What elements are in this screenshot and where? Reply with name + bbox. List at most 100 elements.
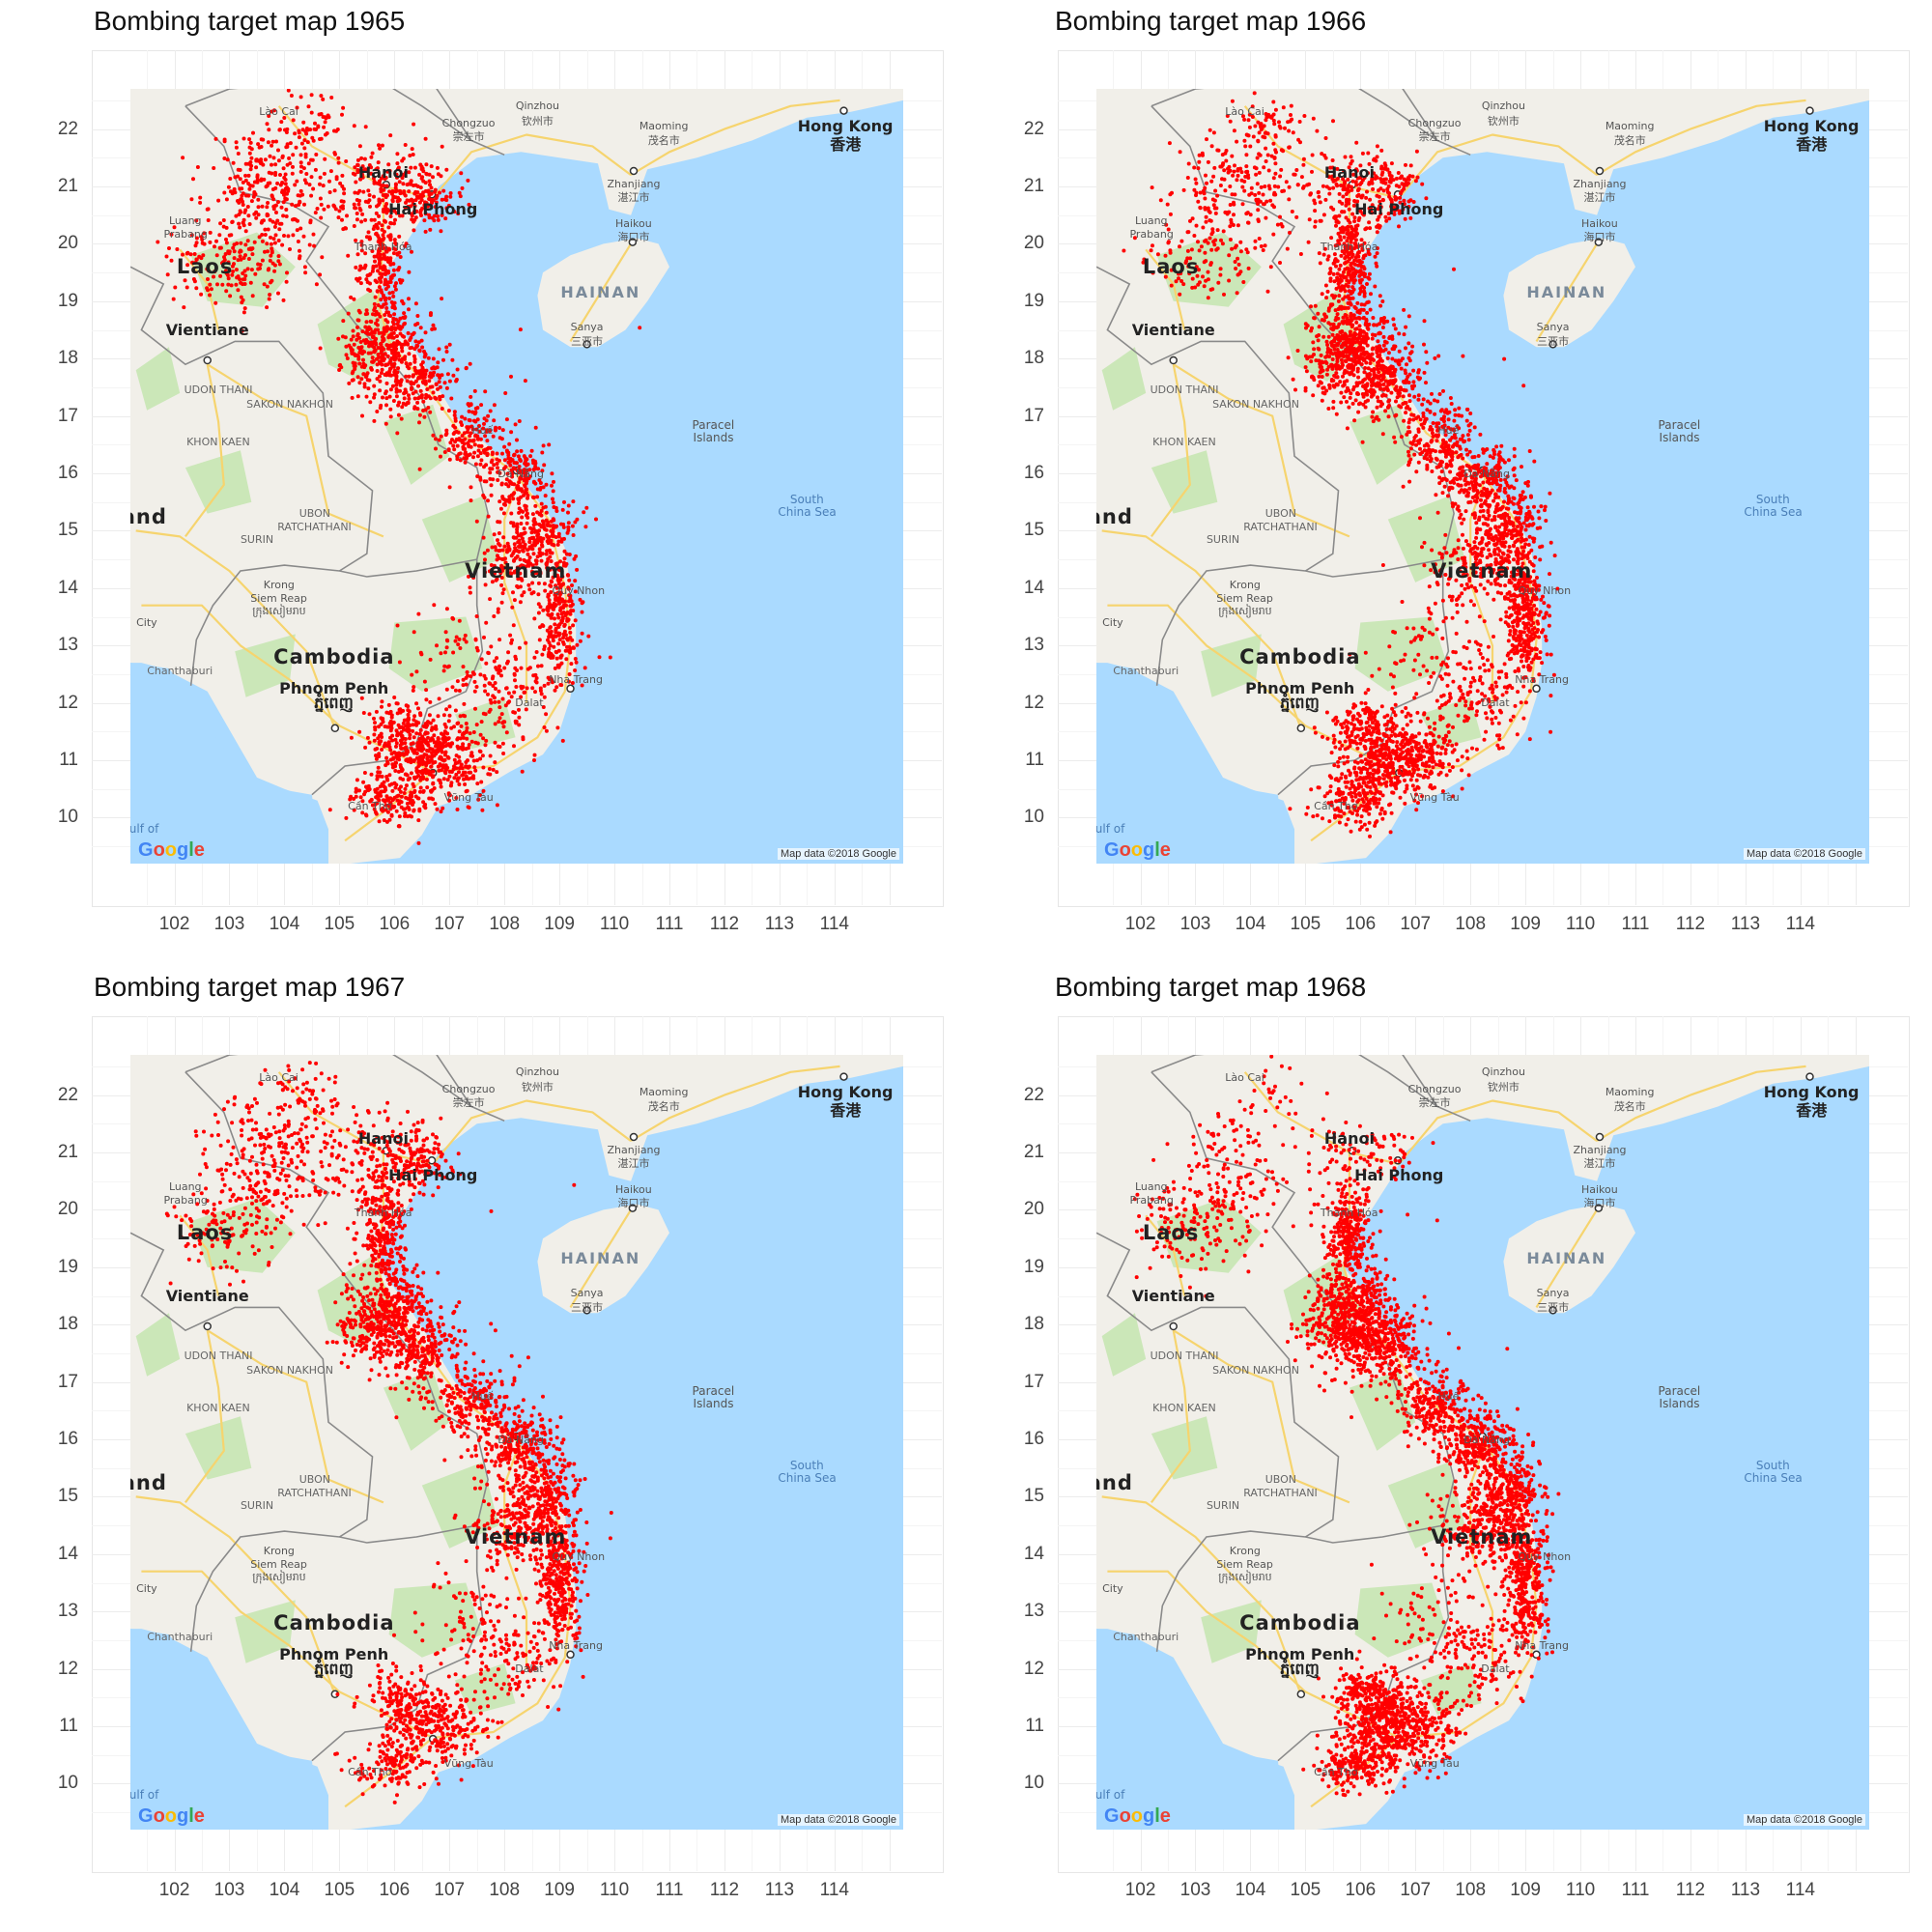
bombing-target-point [440,197,444,202]
bombing-target-point [1357,258,1362,263]
bombing-target-point [418,776,423,780]
basemap[interactable]: Lào Cai Qinzhou 钦州市 Chongzuo 崇左市 Maoming 茂名市 Ho… [130,89,903,864]
bombing-target-point [1301,185,1306,189]
bombing-target-point [479,443,484,448]
bombing-target-point [393,185,398,190]
bombing-target-point [421,379,426,384]
bombing-target-point [409,165,413,170]
basemap[interactable]: Lào Cai Qinzhou 钦州市 Chongzuo 崇左市 Maoming 茂名市 Ho… [1096,89,1869,864]
bombing-target-point [295,179,299,184]
bombing-target-point [502,467,506,470]
bombing-target-point [273,170,278,175]
bombing-target-point [404,795,409,800]
bombing-target-point [367,272,372,277]
bombing-target-point [1408,163,1413,168]
bombing-target-point [384,794,389,799]
bombing-target-point [320,255,325,260]
bombing-target-point [1323,197,1328,202]
bombing-target-point [388,414,393,419]
bombing-target-point [417,807,422,811]
bombing-target-point [388,387,393,392]
bombing-target-point [1378,319,1383,324]
map-attribution[interactable]: Map data ©2018 Google [777,848,899,860]
bombing-target-point [500,696,505,701]
map-panel-1966: Bombing target map 1966 Lào Cai Qinzhou 钦州市… [966,0,1932,966]
bombing-target-point [409,179,413,184]
bombing-target-point [394,172,399,177]
bombing-target-point [372,217,377,222]
bombing-target-point [502,666,507,670]
bombing-target-point [355,278,360,283]
bombing-target-point [498,571,503,576]
bombing-target-point [373,295,378,299]
bombing-target-point [384,249,389,253]
bombing-target-point [517,497,522,502]
bombing-target-point [273,185,278,190]
bombing-target-point [530,686,535,691]
bombing-target-point [1318,200,1322,205]
bombing-target-point [559,661,564,666]
bombing-target-point [266,227,270,232]
bombing-target-point [461,742,466,747]
bombing-target-point [341,105,346,110]
bombing-target-point [393,326,398,330]
bombing-target-point [401,182,406,186]
bombing-target-point [1375,144,1379,149]
bombing-target-point [1205,181,1208,185]
bombing-target-point [1350,226,1354,231]
bombing-target-point [1334,223,1338,228]
bombing-target-point [594,517,598,522]
bombing-target-point [1261,248,1265,252]
park-area [454,696,516,750]
bombing-target-point [478,462,483,467]
bombing-target-point [374,264,379,269]
bombing-target-point [346,311,351,316]
bombing-target-point [236,199,240,203]
bombing-target-point [1262,165,1266,170]
bombing-target-point [497,531,501,535]
bombing-target-point [384,403,388,408]
map-label: 湛江市 [617,190,650,204]
bombing-target-point [375,774,380,779]
bombing-target-point [1292,172,1296,177]
bombing-target-point [1206,241,1210,245]
bombing-target-point [402,311,407,316]
bombing-target-point [500,548,505,553]
bombing-target-point [387,373,392,378]
bombing-target-point [1204,214,1208,219]
bombing-target-point [281,200,286,205]
bombing-target-point [442,450,447,454]
bombing-target-point [450,438,454,442]
bombing-target-point [247,222,252,226]
bombing-target-point [1364,360,1369,365]
bombing-target-point [1221,229,1226,234]
bombing-target-point [399,342,404,347]
bombing-target-point [432,740,437,745]
bombing-target-point [466,805,470,810]
bombing-target-point [396,366,401,371]
bombing-target-point [431,781,436,786]
bombing-target-point [406,342,410,347]
bombing-target-point [374,709,379,714]
bombing-target-point [412,735,416,740]
bombing-target-point [554,583,558,588]
bombing-target-point [1371,332,1375,337]
bombing-target-point [1406,341,1411,346]
bombing-target-point [1347,279,1351,284]
map-label: 茂名市 [647,134,680,148]
bombing-target-point [417,467,422,471]
bombing-target-point [442,757,447,762]
bombing-target-point [432,218,437,223]
bombing-target-point [431,433,436,438]
bombing-target-point [1294,168,1299,172]
bombing-target-point [390,320,395,325]
bombing-target-point [391,335,396,340]
bombing-target-point [434,744,438,749]
bombing-target-point [403,143,408,147]
bombing-target-point [461,665,466,669]
bombing-target-point [389,813,394,818]
bombing-target-point [438,762,442,767]
bombing-target-point [265,305,270,310]
bombing-target-point [1218,164,1223,169]
bombing-target-point [567,672,572,676]
